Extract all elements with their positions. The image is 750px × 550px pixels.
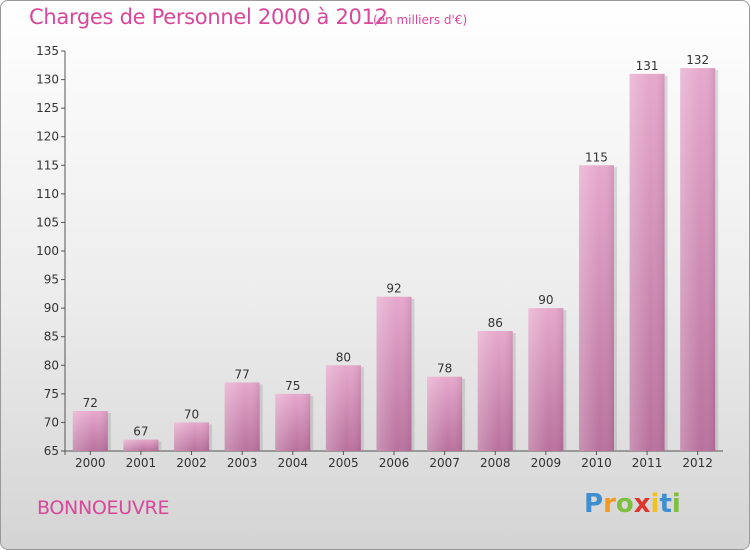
y-tick-label: 75 xyxy=(44,387,59,401)
y-tick-label: 135 xyxy=(36,44,59,58)
x-tick-label: 2011 xyxy=(632,456,663,470)
bar-highlight xyxy=(275,393,311,451)
bar-highlight xyxy=(578,165,614,452)
y-tick-label: 130 xyxy=(36,73,59,87)
logo-letter: r xyxy=(603,489,616,519)
bar-highlight xyxy=(123,439,159,451)
y-tick-label: 100 xyxy=(36,244,59,258)
logo-letter: t xyxy=(659,489,672,519)
bar-highlight xyxy=(680,68,716,452)
bar-highlight xyxy=(427,376,463,451)
bar-highlight xyxy=(325,365,361,451)
data-label: 78 xyxy=(437,362,452,376)
y-tick-label: 105 xyxy=(36,215,59,229)
x-tick-label: 2008 xyxy=(480,456,511,470)
x-tick-label: 2010 xyxy=(581,456,612,470)
axes: 65 70 75 80 85 90 95 100 105 110 115 120 125 130 135 20… xyxy=(36,44,723,470)
data-label: 115 xyxy=(585,150,608,164)
data-label: 86 xyxy=(488,316,503,330)
bar-highlight xyxy=(72,411,108,451)
chart-title: Charges de Personnel 2000 à 2012 xyxy=(29,5,388,29)
bars: 72 67 70 77 75 80 92 78 86 90 115 131 132 xyxy=(72,53,719,452)
y-tick-label: 95 xyxy=(44,273,59,287)
bar-highlight xyxy=(477,331,513,451)
logo-letter: P xyxy=(584,489,604,519)
x-tick-label: 2001 xyxy=(126,456,157,470)
data-label: 70 xyxy=(184,407,199,421)
y-tick-label: 70 xyxy=(44,415,59,429)
x-tick-label: 2003 xyxy=(227,456,258,470)
data-label: 72 xyxy=(83,396,98,410)
logo-letter: x xyxy=(633,489,651,519)
y-tick-label: 80 xyxy=(44,358,59,372)
x-tick-label: 2009 xyxy=(531,456,562,470)
logo-letter: o xyxy=(615,489,634,519)
data-label: 92 xyxy=(386,282,401,296)
data-label: 90 xyxy=(538,293,553,307)
data-label: 75 xyxy=(285,379,300,393)
data-label: 80 xyxy=(336,350,351,364)
bar-highlight xyxy=(174,422,210,451)
proxiti-logo: Proxiti xyxy=(584,489,681,519)
bar-highlight xyxy=(376,296,412,451)
logo-letter: i xyxy=(671,489,681,519)
data-label: 132 xyxy=(686,53,709,67)
x-tick-label: 2007 xyxy=(429,456,460,470)
chart-unit-label: (en milliers d'€) xyxy=(373,13,468,27)
logo-letter: i xyxy=(650,489,660,519)
data-label: 67 xyxy=(133,425,148,439)
y-tick-label: 125 xyxy=(36,101,59,115)
y-tick-label: 65 xyxy=(44,444,59,458)
x-tick-label: 2005 xyxy=(328,456,359,470)
commune-name: BONNOEUVRE xyxy=(37,497,170,519)
y-tick-label: 85 xyxy=(44,330,59,344)
x-tick-label: 2000 xyxy=(75,456,106,470)
y-tick-label: 90 xyxy=(44,301,59,315)
bar-highlight xyxy=(528,308,564,451)
x-tick-label: 2006 xyxy=(379,456,410,470)
bar-highlight xyxy=(629,73,665,451)
x-tick-label: 2002 xyxy=(176,456,207,470)
y-tick-label: 110 xyxy=(36,187,59,201)
data-label: 77 xyxy=(235,367,250,381)
y-tick-label: 115 xyxy=(36,158,59,172)
x-tick-label: 2012 xyxy=(682,456,713,470)
bar-highlight xyxy=(224,382,260,451)
y-tick-label: 120 xyxy=(36,130,59,144)
data-label: 131 xyxy=(636,59,659,73)
x-tick-label: 2004 xyxy=(277,456,308,470)
